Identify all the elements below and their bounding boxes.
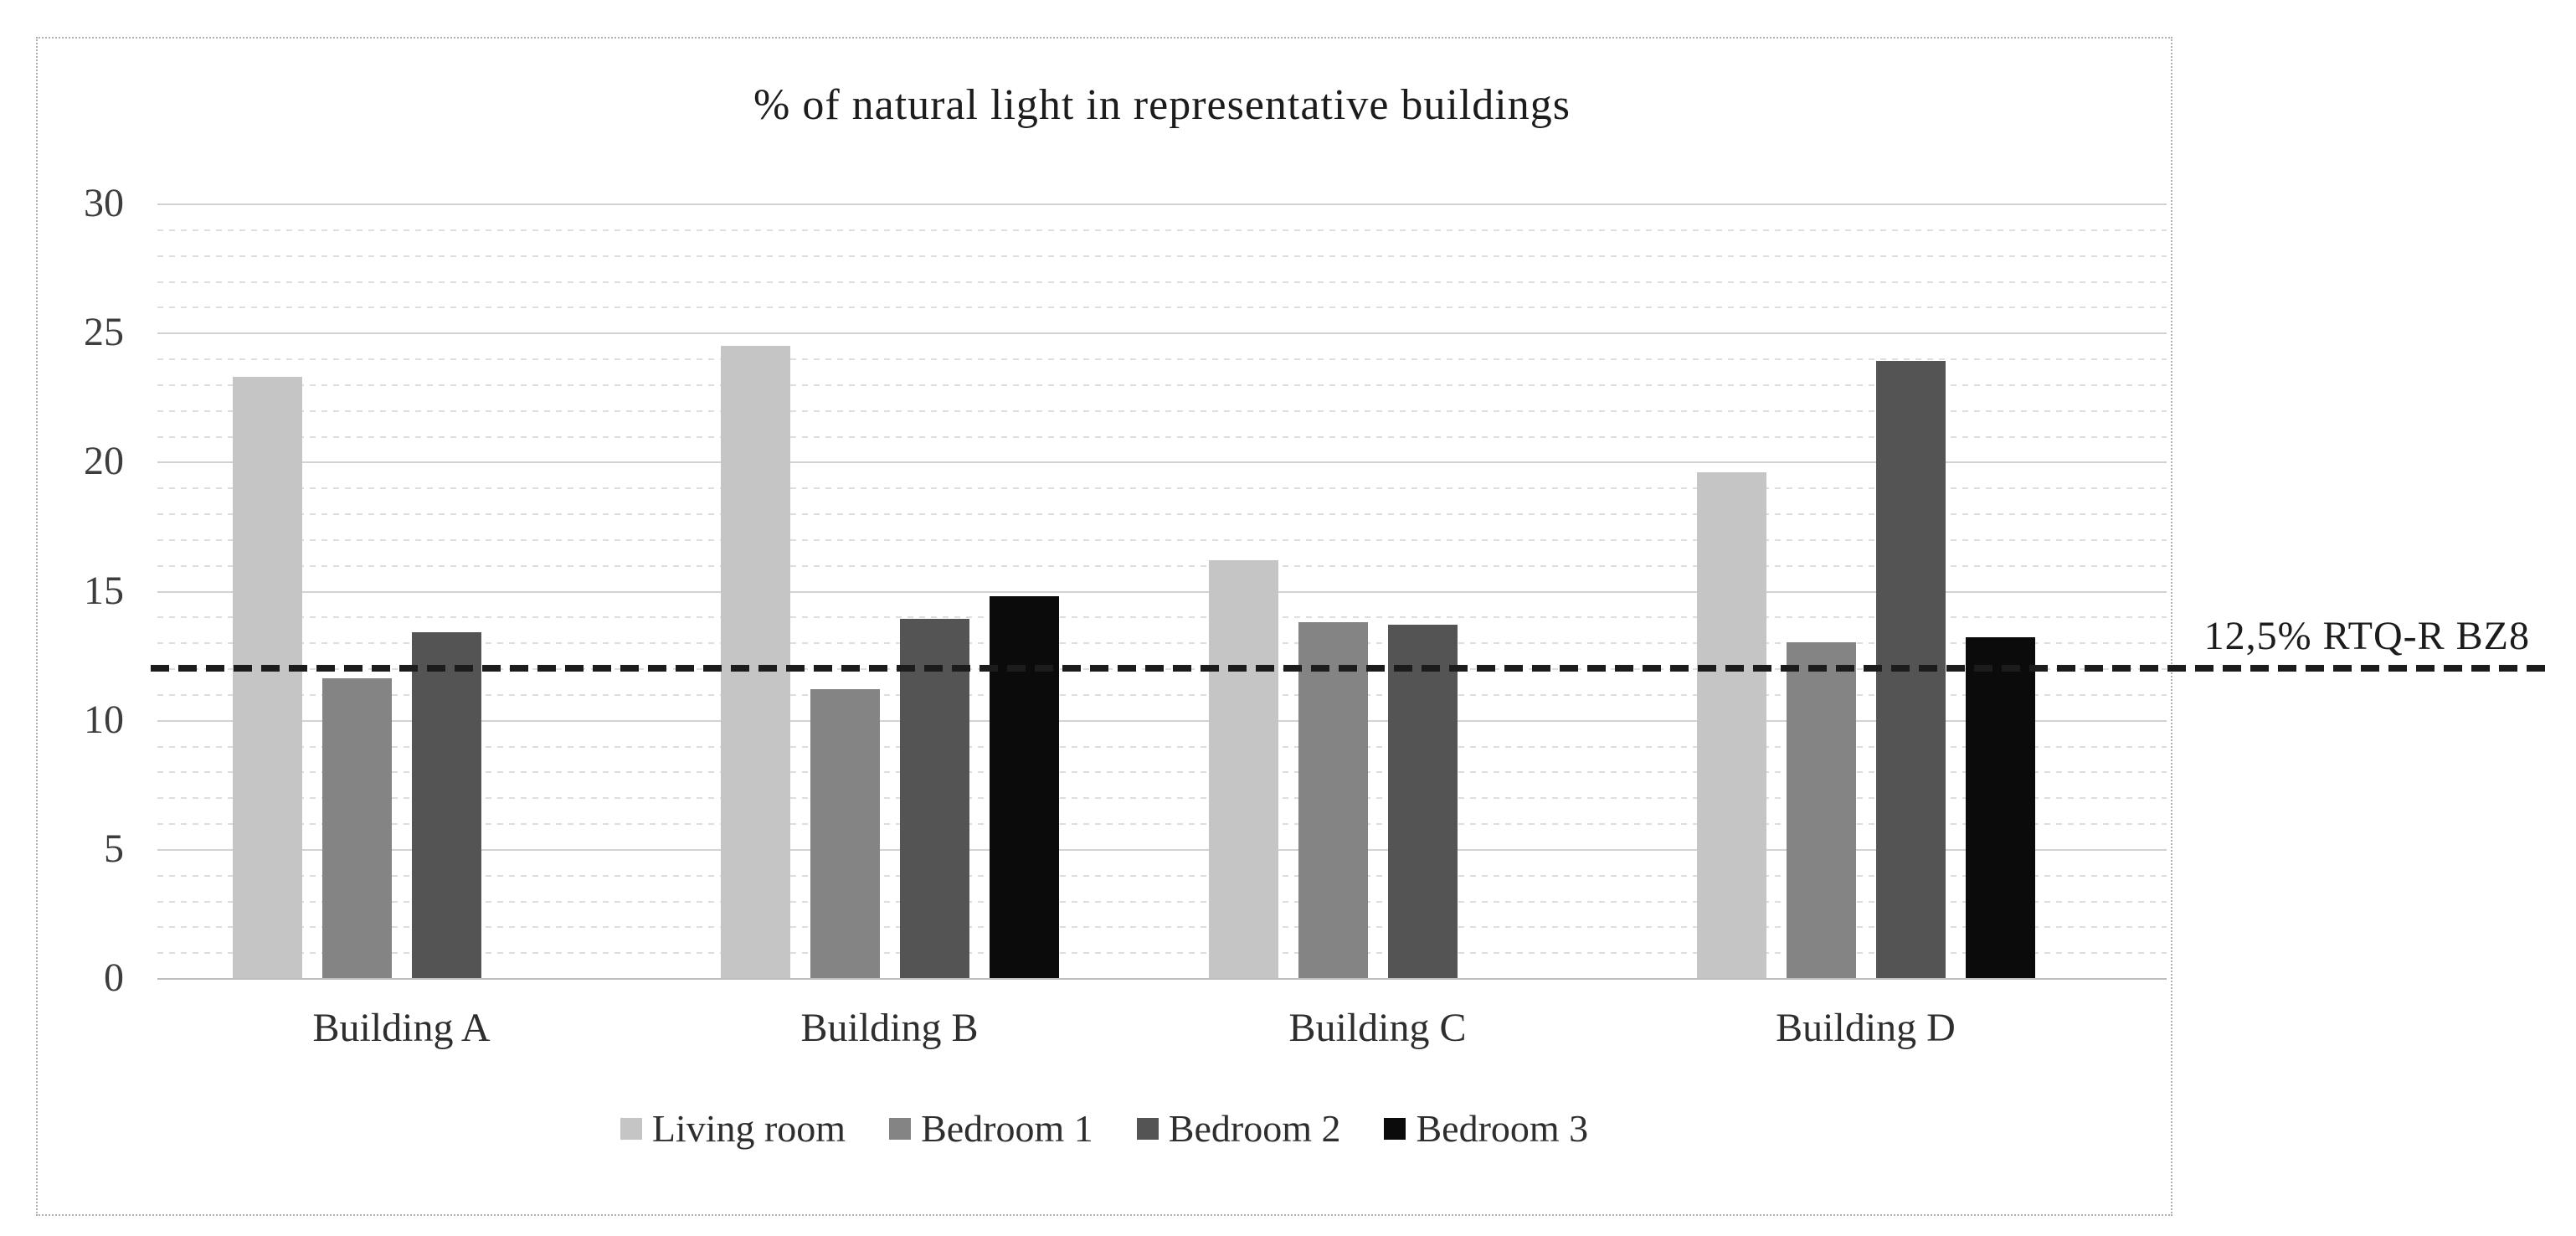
bar-bedroom-2-building-b bbox=[899, 619, 969, 978]
x-axis-line bbox=[157, 978, 2167, 980]
legend-label: Bedroom 3 bbox=[1416, 1107, 1589, 1150]
legend-label: Living room bbox=[651, 1107, 846, 1150]
legend-item-bedroom-1: Bedroom 1 bbox=[889, 1107, 1093, 1151]
gridline-minor bbox=[157, 229, 2167, 231]
legend-swatch-icon bbox=[1384, 1118, 1406, 1140]
reference-line-label: 12,5% RTQ-R BZ8 bbox=[2203, 614, 2530, 658]
gridline-minor bbox=[157, 642, 2167, 645]
gridline-major bbox=[157, 461, 2167, 464]
bar-bedroom-1-building-c bbox=[1298, 621, 1368, 978]
gridline-minor bbox=[157, 358, 2167, 360]
gridline-minor bbox=[157, 281, 2167, 283]
gridline-minor bbox=[157, 771, 2167, 774]
bar-bedroom-3-building-b bbox=[989, 595, 1059, 978]
gridline-minor bbox=[157, 874, 2167, 877]
category-label: Building A bbox=[312, 1006, 491, 1050]
gridline-major bbox=[157, 848, 2167, 851]
legend-item-bedroom-2: Bedroom 2 bbox=[1136, 1107, 1341, 1151]
category-label: Building D bbox=[1776, 1006, 1956, 1050]
bar-bedroom-1-building-b bbox=[810, 688, 880, 978]
legend-swatch-icon bbox=[889, 1118, 912, 1140]
gridline-major bbox=[157, 203, 2167, 205]
gridline-minor bbox=[157, 435, 2167, 438]
chart-title: % of natural light in representative bui… bbox=[753, 81, 1571, 129]
category-label: Building C bbox=[1288, 1006, 1467, 1050]
plot-area bbox=[157, 203, 2167, 980]
gridline-minor bbox=[157, 564, 2167, 567]
bar-bedroom-1-building-d bbox=[1786, 642, 1856, 978]
gridline-minor bbox=[157, 513, 2167, 515]
y-tick-label: 5 bbox=[104, 826, 124, 871]
gridline-minor bbox=[157, 952, 2167, 955]
chart-frame bbox=[36, 37, 2172, 1216]
gridline-major bbox=[157, 719, 2167, 722]
legend-item-bedroom-3: Bedroom 3 bbox=[1384, 1107, 1588, 1151]
gridline-minor bbox=[157, 823, 2167, 825]
reference-dashed-line bbox=[151, 665, 2547, 672]
gridline-major bbox=[157, 332, 2167, 335]
gridline-minor bbox=[157, 926, 2167, 929]
gridline-minor bbox=[157, 797, 2167, 800]
gridline-minor bbox=[157, 487, 2167, 490]
gridline-minor bbox=[157, 306, 2167, 309]
legend-swatch-icon bbox=[1136, 1118, 1159, 1140]
bar-bedroom-2-building-c bbox=[1387, 624, 1458, 978]
bar-living-room-building-a bbox=[232, 376, 302, 978]
bar-bedroom-1-building-a bbox=[321, 678, 392, 978]
gridline-minor bbox=[157, 538, 2167, 541]
y-tick-label: 10 bbox=[84, 697, 124, 742]
gridline-minor bbox=[157, 255, 2167, 257]
y-tick-label: 20 bbox=[84, 439, 124, 484]
bar-bedroom-2-building-a bbox=[411, 631, 481, 978]
chart-legend: Living room Bedroom 1 Bedroom 2 Bedroom 3 bbox=[36, 1107, 2172, 1151]
gridline-minor bbox=[157, 384, 2167, 386]
legend-label: Bedroom 2 bbox=[1168, 1107, 1341, 1150]
gridline-minor bbox=[157, 900, 2167, 903]
legend-item-living-room: Living room bbox=[620, 1107, 846, 1151]
y-tick-label: 0 bbox=[104, 955, 124, 1000]
category-label: Building B bbox=[800, 1006, 979, 1050]
gridline-minor bbox=[157, 745, 2167, 748]
legend-swatch-icon bbox=[620, 1118, 642, 1140]
bar-living-room-building-c bbox=[1208, 559, 1278, 978]
gridline-major bbox=[157, 590, 2167, 593]
bar-living-room-building-b bbox=[720, 345, 790, 978]
y-tick-label: 25 bbox=[84, 310, 124, 355]
bar-living-room-building-d bbox=[1696, 471, 1766, 978]
gridline-minor bbox=[157, 616, 2167, 619]
y-tick-label: 30 bbox=[84, 181, 124, 225]
legend-label: Bedroom 1 bbox=[921, 1107, 1093, 1150]
gridline-minor bbox=[157, 693, 2167, 696]
y-tick-label: 15 bbox=[84, 568, 124, 613]
gridline-minor bbox=[157, 409, 2167, 412]
bar-bedroom-3-building-d bbox=[1965, 637, 2035, 978]
